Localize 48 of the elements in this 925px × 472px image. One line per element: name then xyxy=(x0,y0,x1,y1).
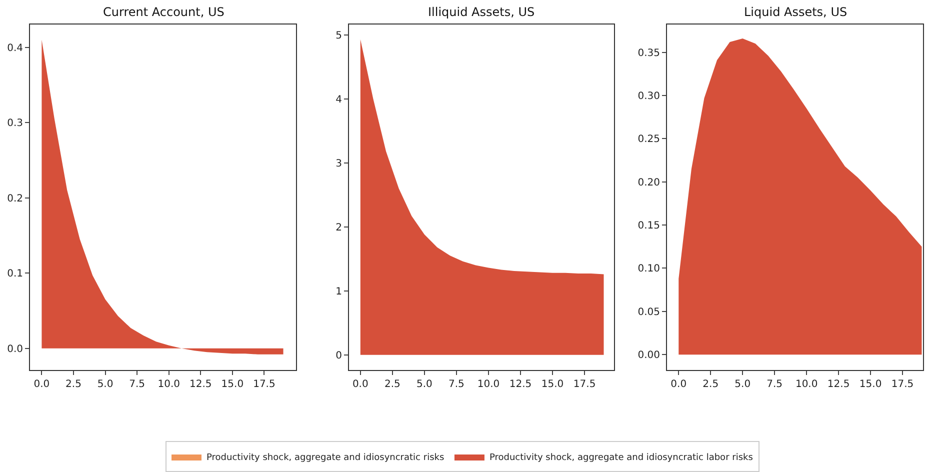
x-tick-label: 0.0 xyxy=(352,379,368,390)
y-tick-label: 2 xyxy=(336,222,342,234)
x-tick-label: 12.5 xyxy=(827,379,850,390)
y-tick-label: 0.05 xyxy=(638,306,660,318)
x-tick-label: 7.5 xyxy=(766,379,783,390)
y-tick-label: 5 xyxy=(336,30,342,42)
y-tick-label: 0 xyxy=(336,350,342,362)
x-tick-label: 10.0 xyxy=(795,379,818,390)
y-tick-label: 0.00 xyxy=(638,350,660,362)
x-tick-label: 7.5 xyxy=(129,379,146,390)
y-tick-label: 0.35 xyxy=(638,48,660,59)
chart-title: Current Account, US xyxy=(103,5,224,19)
y-tick-label: 0.20 xyxy=(638,177,660,188)
x-tick-label: 7.5 xyxy=(448,379,464,390)
chart-title: Liquid Assets, US xyxy=(744,5,848,19)
x-tick-label: 12.5 xyxy=(509,379,532,390)
y-tick-label: 0.3 xyxy=(7,118,23,130)
y-tick-label: 0.10 xyxy=(638,264,660,275)
x-tick-label: 15.0 xyxy=(221,379,244,390)
y-tick-label: 0.15 xyxy=(638,220,660,232)
y-tick-label: 3 xyxy=(336,158,342,170)
y-tick-label: 0.2 xyxy=(7,193,23,204)
y-tick-label: 1 xyxy=(336,286,342,298)
x-tick-label: 2.5 xyxy=(702,379,719,390)
y-tick-label: 0.30 xyxy=(638,91,660,102)
x-tick-label: 0.0 xyxy=(670,379,687,390)
x-tick-label: 10.0 xyxy=(158,379,180,390)
x-tick-label: 2.5 xyxy=(384,379,400,390)
legend-label: Productivity shock, aggregate and idiosyncratic labor risks xyxy=(489,452,754,463)
y-tick-label: 0.1 xyxy=(7,268,23,280)
x-tick-label: 12.5 xyxy=(190,379,212,390)
x-tick-label: 15.0 xyxy=(541,379,564,390)
y-tick-label: 0.0 xyxy=(7,344,23,355)
x-tick-label: 10.0 xyxy=(477,379,500,390)
x-tick-label: 5.0 xyxy=(734,379,751,390)
y-tick-label: 4 xyxy=(336,94,342,106)
x-tick-label: 0.0 xyxy=(34,379,50,390)
x-tick-label: 17.5 xyxy=(253,379,276,390)
chart-title: Illiquid Assets, US xyxy=(428,5,535,19)
x-tick-label: 5.0 xyxy=(416,379,432,390)
y-tick-label: 0.25 xyxy=(638,134,660,146)
legend-label: Productivity shock, aggregate and idiosyncratic risks xyxy=(206,452,444,463)
x-tick-label: 17.5 xyxy=(573,379,596,390)
x-tick-label: 2.5 xyxy=(66,379,82,390)
y-tick-label: 0.4 xyxy=(7,42,23,54)
x-tick-label: 5.0 xyxy=(97,379,114,390)
x-tick-label: 15.0 xyxy=(859,379,882,390)
x-tick-label: 17.5 xyxy=(891,379,914,390)
